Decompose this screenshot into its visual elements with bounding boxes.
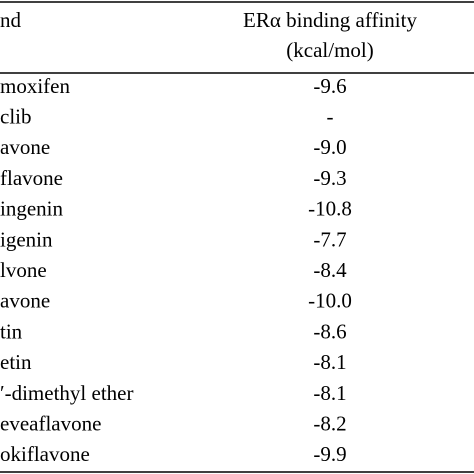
row-value: -8.1 bbox=[313, 350, 346, 374]
row-label: etin bbox=[0, 350, 32, 374]
row-label: avone bbox=[0, 289, 50, 313]
row-value: -10.8 bbox=[308, 197, 352, 221]
row-value: -8.6 bbox=[313, 319, 346, 343]
header-cell: nd bbox=[0, 8, 22, 32]
row-label: ′-dimethyl ether bbox=[0, 381, 133, 405]
row-value: -9.9 bbox=[313, 442, 346, 466]
row-label: igenin bbox=[0, 227, 53, 251]
row-label: lvone bbox=[0, 258, 47, 282]
row-value: -9.3 bbox=[313, 166, 346, 190]
row-value: -8.1 bbox=[313, 381, 346, 405]
row-value: -8.4 bbox=[313, 258, 347, 282]
header-cell: (kcal/mol) bbox=[286, 38, 373, 62]
row-label: flavone bbox=[0, 166, 63, 190]
row-label: moxifen bbox=[0, 74, 70, 98]
row-label: ingenin bbox=[0, 197, 63, 221]
row-value: -9.0 bbox=[313, 135, 346, 159]
header-cell: ERα binding affinity bbox=[243, 8, 417, 32]
row-label: okiflavone bbox=[0, 442, 90, 466]
row-label: tin bbox=[0, 319, 23, 343]
row-value: - bbox=[327, 105, 334, 129]
row-label: clib bbox=[0, 105, 32, 129]
row-label: avone bbox=[0, 135, 50, 159]
row-label: eveaflavone bbox=[0, 412, 101, 436]
row-value: -7.7 bbox=[313, 227, 346, 251]
row-value: -10.0 bbox=[308, 289, 352, 313]
row-value: -8.2 bbox=[313, 412, 346, 436]
row-value: -9.6 bbox=[313, 74, 346, 98]
